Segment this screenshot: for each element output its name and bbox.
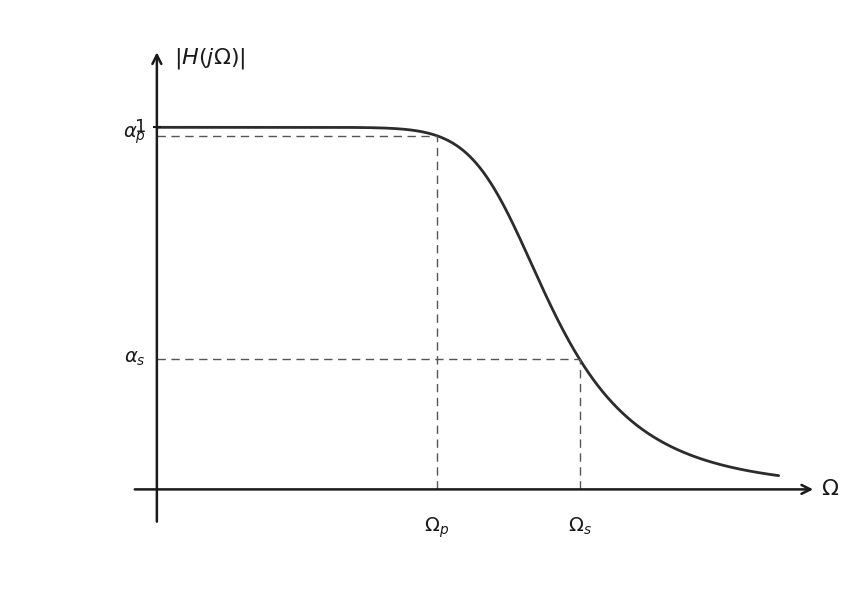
Text: $\alpha_s$: $\alpha_s$ bbox=[124, 350, 146, 368]
Text: $\Omega$: $\Omega$ bbox=[820, 478, 838, 500]
Text: $\Omega_s$: $\Omega_s$ bbox=[567, 516, 591, 537]
Text: $1$: $1$ bbox=[134, 118, 146, 136]
Text: $\alpha_p$: $\alpha_p$ bbox=[123, 125, 146, 146]
Text: $|H(j\Omega)|$: $|H(j\Omega)|$ bbox=[174, 46, 246, 71]
Text: $\Omega_p$: $\Omega_p$ bbox=[424, 516, 449, 541]
